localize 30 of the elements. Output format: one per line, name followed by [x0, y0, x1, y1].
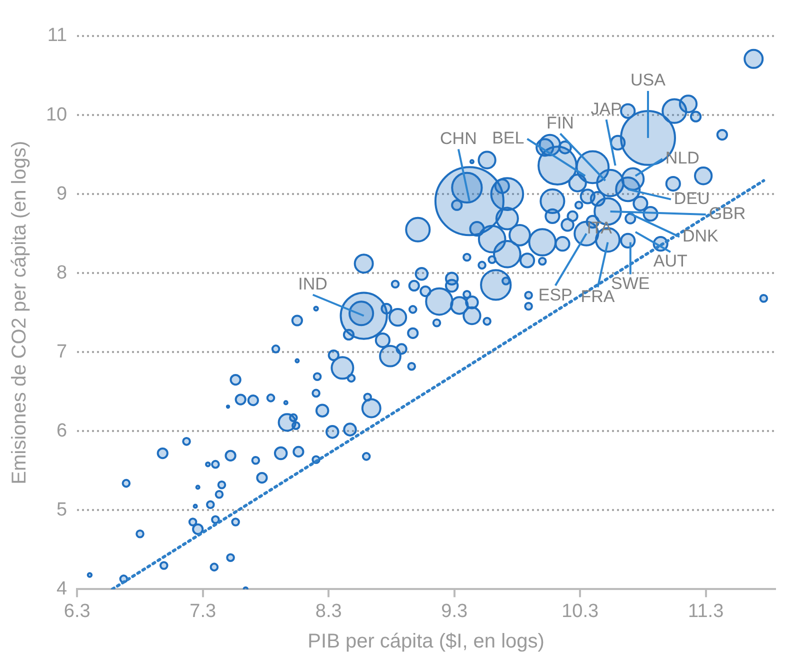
- annotation: SWE: [611, 274, 650, 293]
- x-tick-label: 8.3: [315, 600, 342, 622]
- y-tick-label: 6: [56, 420, 68, 442]
- x-tick-label: 11.3: [688, 600, 724, 622]
- annotation: ESP: [538, 285, 572, 304]
- annotation: IND: [298, 274, 328, 294]
- x-tick-label: 7.3: [190, 600, 216, 622]
- y-tick-label: 8: [56, 262, 68, 284]
- annotation: JAP: [590, 99, 622, 118]
- y-axis-title: Emisiones de CO2 per cápita (en logs): [8, 140, 31, 484]
- annotation: BEL: [492, 128, 524, 148]
- y-tick-label: 9: [56, 183, 68, 204]
- annotation: USA: [630, 70, 666, 90]
- y-tick-label: 5: [56, 499, 68, 520]
- annotation: DEU: [674, 189, 710, 208]
- y-tick-label: 7: [56, 341, 68, 362]
- y-tick-label: 10: [46, 104, 68, 126]
- y-tick-label: 11: [47, 25, 68, 46]
- x-tick-label: 9.3: [441, 600, 468, 622]
- y-tick-label: 4: [56, 578, 68, 600]
- annotation: AUT: [653, 252, 688, 271]
- annotation: ITA: [586, 218, 613, 238]
- annotation: GBR: [708, 204, 746, 224]
- x-axis-title: PIB per cápita ($I, en logs): [308, 630, 544, 653]
- x-tick-label: 10.3: [562, 600, 599, 622]
- annotation: NLD: [665, 148, 700, 168]
- annotation: DNK: [682, 226, 719, 246]
- x-tick-label: 6.3: [64, 600, 90, 622]
- annotation: CHN: [440, 128, 477, 148]
- annotation: FIN: [546, 113, 574, 132]
